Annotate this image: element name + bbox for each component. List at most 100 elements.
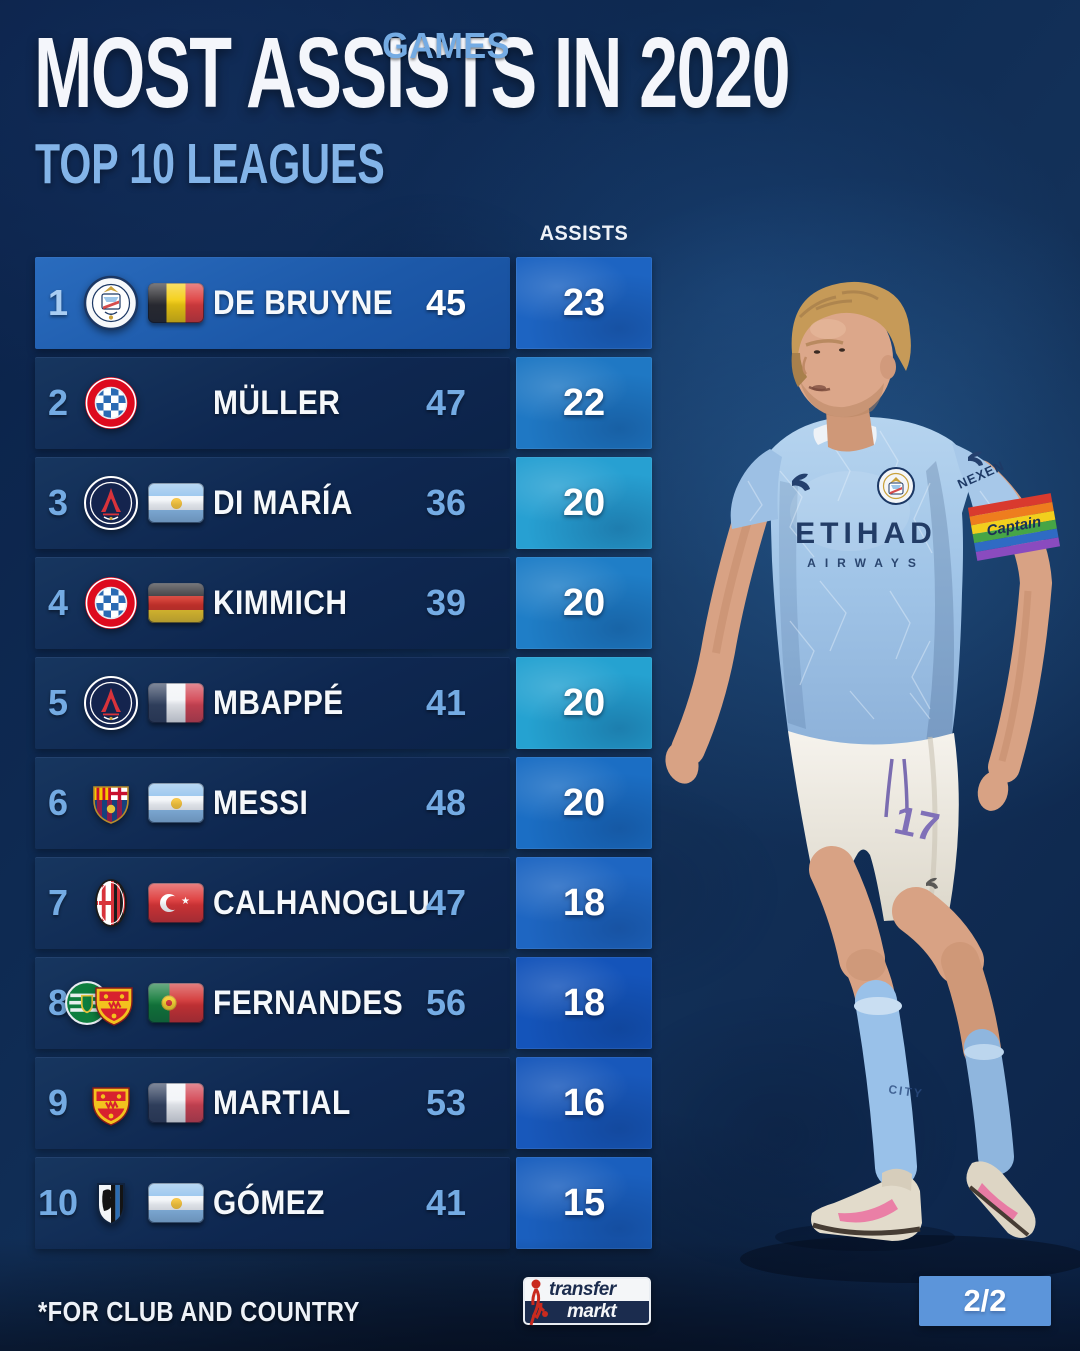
player-name: CALHANOGLU (213, 883, 431, 922)
france-flag-icon (148, 1083, 204, 1123)
psg-badge-icon (84, 476, 138, 530)
svg-text:CITY: CITY (888, 1082, 925, 1101)
club-badge (81, 757, 141, 849)
country-flag (148, 283, 206, 323)
rank-value: 6 (47, 782, 69, 823)
row-background: 2 MÜLLER 47 (35, 357, 510, 449)
country-flag (148, 383, 206, 423)
player-name: DE BRUYNE (213, 283, 394, 322)
shirt-sponsor-text: ETIHAD (795, 517, 937, 550)
shirt-sponsor-subtext: AIRWAYS (807, 556, 925, 570)
club-badge (81, 557, 141, 649)
argentina-flag-icon (148, 1183, 204, 1223)
club-badge (81, 457, 141, 549)
games-value: 53 (425, 1082, 467, 1123)
club-badge (81, 1057, 141, 1149)
club-badge (81, 1157, 141, 1249)
rank-value: 1 (47, 282, 69, 323)
table-row: 9 MARTIAL 53 16 (35, 1057, 655, 1149)
table-row: 2 MÜLLER 47 22 (35, 357, 655, 449)
games-value: 39 (425, 582, 467, 623)
rank-value: 9 (47, 1082, 69, 1123)
assists-value: 15 (516, 1157, 652, 1249)
argentina-flag-icon (148, 783, 204, 823)
page-indicator-badge: 2/2 (919, 1276, 1051, 1326)
chest-brand-icon (792, 473, 810, 491)
rank-value: 2 (47, 382, 69, 423)
row-background: 9 MARTIAL 53 (35, 1057, 510, 1149)
player-name: FERNANDES (213, 983, 404, 1022)
back-boot (966, 1161, 1036, 1238)
front-boot (811, 1174, 922, 1241)
player-hair (791, 281, 911, 371)
sun-emblem (170, 497, 182, 509)
row-background: 7 ★ CALHANOGLU 47 (35, 857, 510, 949)
player-name: DI MARÍA (213, 483, 353, 522)
assists-value: 20 (516, 557, 652, 649)
club-badge (65, 957, 141, 1049)
assists-value: 20 (516, 657, 652, 749)
sleeve-brand-icon (968, 451, 983, 466)
logo-text-bottom: markt (525, 1301, 649, 1323)
games-value: 41 (425, 682, 467, 723)
shirt-crest-icon (877, 467, 915, 505)
shorts-number: 17 (890, 798, 943, 850)
manchester-city-badge-icon (83, 275, 139, 331)
row-background: 3 DI MARÍA 36 (35, 457, 510, 549)
logo-text-top: transfer (525, 1279, 649, 1301)
player-shorts (788, 731, 959, 921)
assists-value: 18 (516, 857, 652, 949)
captain-armband: Captain (967, 493, 1061, 561)
club-badge (81, 657, 141, 749)
sun-emblem (170, 1197, 182, 1209)
psg-badge-icon (84, 676, 138, 730)
rank-value: 10 (37, 1182, 79, 1223)
row-background: 1 DE BRUYNE 45 (35, 257, 510, 349)
club-badge (81, 357, 141, 449)
rank-value: 7 (47, 882, 69, 923)
column-header-games: GAMES (382, 25, 510, 66)
footnote: *FOR CLUB AND COUNTRY (38, 1296, 360, 1327)
games-value: 56 (425, 982, 467, 1023)
sun-emblem (170, 797, 182, 809)
assists-value: 20 (516, 757, 652, 849)
row-background: 8 FERNANDES 56 (35, 957, 510, 1049)
rank-value: 8 (47, 982, 69, 1023)
row-background: 6 MESSI 48 (35, 757, 510, 849)
page-subtitle: TOP 10 LEAGUES (35, 132, 385, 196)
rank-value: 4 (47, 582, 69, 623)
table-row: 1 DE BRUYNE 45 23 (35, 257, 655, 349)
crescent-icon (160, 894, 180, 912)
player-name: MARTIAL (213, 1083, 351, 1122)
country-flag (148, 683, 206, 723)
player-name: GÓMEZ (213, 1183, 325, 1222)
country-flag (148, 583, 206, 623)
row-background: 10 GÓMEZ 41 (35, 1157, 510, 1249)
logo-kicker-icon (529, 1279, 548, 1326)
rank-value: 5 (47, 682, 69, 723)
games-value: 47 (425, 382, 467, 423)
club-badge (81, 257, 141, 349)
assists-value: 22 (516, 357, 652, 449)
player-name: MÜLLER (213, 383, 341, 422)
player-photo: ETIHAD AIRWAYS NEXEN Captain (665, 281, 1080, 1283)
table-row: 10 GÓMEZ 41 15 (35, 1157, 655, 1249)
bayern-munich-badge-icon (85, 577, 137, 629)
club-badge (81, 857, 141, 949)
column-header-assists: ASSISTS (539, 222, 629, 245)
transfermarkt-logo: transfer markt (523, 1277, 651, 1326)
table-row: 5 MBAPPÉ 41 20 (35, 657, 655, 749)
belgium-flag-icon (148, 283, 204, 323)
country-flag: ★ (148, 883, 206, 923)
country-flag (148, 483, 206, 523)
country-flag (148, 1183, 206, 1223)
atalanta-badge-icon (97, 1183, 125, 1226)
games-value: 48 (425, 782, 467, 823)
row-background: 4 KIMMICH 39 (35, 557, 510, 649)
assists-value: 16 (516, 1057, 652, 1149)
table-row: 4 KIMMICH 39 20 (35, 557, 655, 649)
rank-value: 3 (47, 482, 69, 523)
country-flag (148, 1083, 206, 1123)
assists-value: 23 (516, 257, 652, 349)
country-flag (148, 783, 206, 823)
